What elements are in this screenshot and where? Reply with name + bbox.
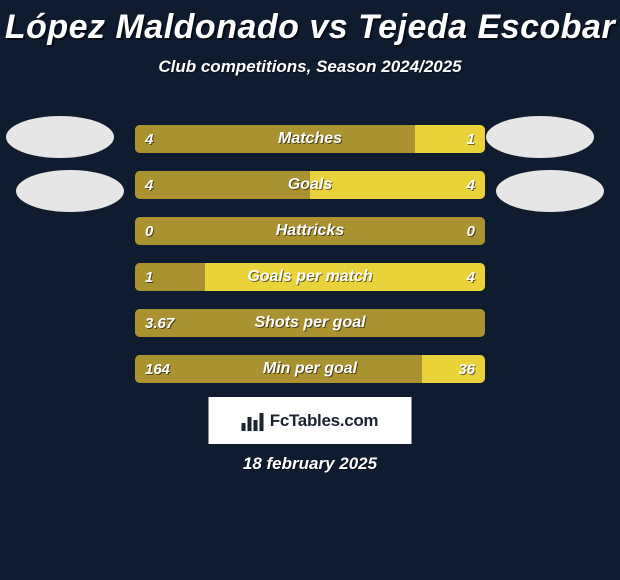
chart-icon: [242, 411, 264, 431]
bar-label: Hattricks: [135, 217, 485, 245]
page-title: López Maldonado vs Tejeda Escobar: [0, 0, 620, 47]
avatar-right-1: [496, 170, 604, 212]
bar-row-2: 00Hattricks: [135, 217, 485, 245]
bar-label: Min per goal: [135, 355, 485, 383]
avatar-left-1: [16, 170, 124, 212]
bar-row-5: 16436Min per goal: [135, 355, 485, 383]
bar-label: Goals per match: [135, 263, 485, 291]
comparison-bars: 41Matches 44Goals 00Hattricks 14Goals per m…: [135, 125, 485, 401]
bar-row-4: 3.67Shots per goal: [135, 309, 485, 337]
bar-row-0: 41Matches: [135, 125, 485, 153]
bar-label: Goals: [135, 171, 485, 199]
bar-label: Matches: [135, 125, 485, 153]
bar-label: Shots per goal: [135, 309, 485, 337]
logo-text: FcTables.com: [270, 411, 379, 431]
bar-row-1: 44Goals: [135, 171, 485, 199]
site-logo: FcTables.com: [209, 397, 412, 444]
snapshot-date: 18 february 2025: [0, 454, 620, 474]
bar-row-3: 14Goals per match: [135, 263, 485, 291]
avatar-left-0: [6, 116, 114, 158]
avatar-right-0: [486, 116, 594, 158]
page-subtitle: Club competitions, Season 2024/2025: [0, 57, 620, 77]
